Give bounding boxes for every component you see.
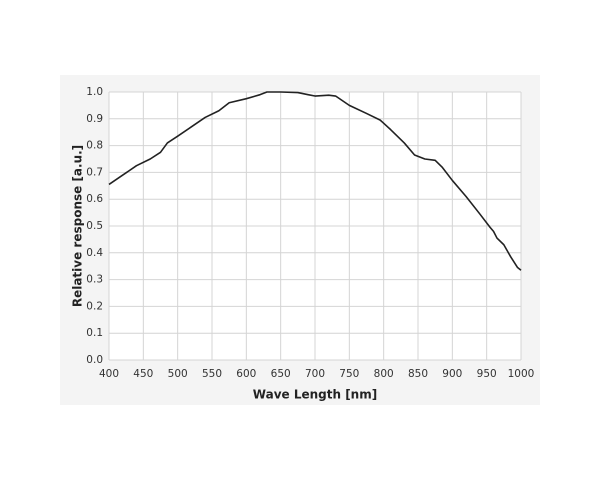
y-tick-label: 0.2 — [86, 300, 103, 312]
x-tick-label: 850 — [408, 368, 428, 380]
x-tick-label: 950 — [477, 368, 497, 380]
x-tick-label: 700 — [305, 368, 325, 380]
y-tick-label: 0.5 — [86, 220, 103, 232]
y-axis-label: Relative response [a.u.] — [71, 145, 85, 307]
x-tick-label: 800 — [374, 368, 394, 380]
x-tick-label: 400 — [99, 368, 119, 380]
x-axis-label: Wave Length [nm] — [253, 388, 377, 402]
x-tick-label: 450 — [133, 368, 153, 380]
x-tick-label: 750 — [339, 368, 359, 380]
y-tick-label: 1.0 — [86, 86, 103, 98]
y-tick-label: 0.3 — [86, 274, 103, 286]
y-tick-label: 0.0 — [86, 354, 103, 366]
x-tick-label: 900 — [442, 368, 462, 380]
x-tick-label: 600 — [236, 368, 256, 380]
x-tick-label: 550 — [202, 368, 222, 380]
y-tick-label: 0.6 — [86, 193, 103, 205]
x-tick-label: 1000 — [508, 368, 535, 380]
x-tick-label: 500 — [168, 368, 188, 380]
y-tick-label: 0.4 — [86, 247, 103, 259]
y-tick-label: 0.8 — [86, 140, 103, 152]
x-tick-label: 650 — [271, 368, 291, 380]
y-tick-label: 0.9 — [86, 113, 103, 125]
y-tick-label: 0.7 — [86, 166, 103, 178]
data-line — [108, 91, 522, 271]
y-tick-label: 0.1 — [86, 327, 103, 339]
